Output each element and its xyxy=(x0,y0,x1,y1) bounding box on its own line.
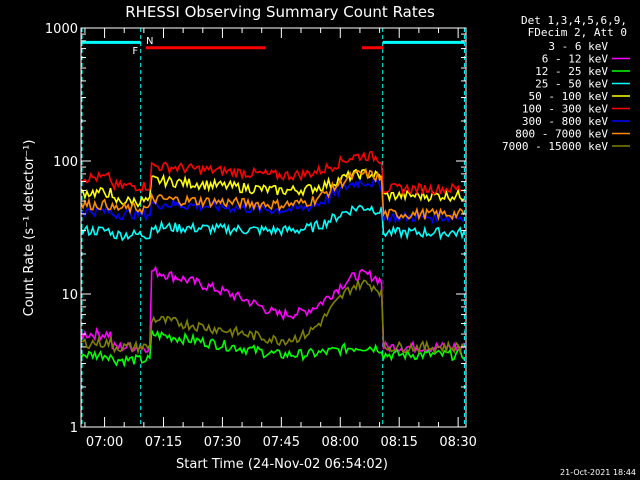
legend-label: 100 - 300 keV xyxy=(522,103,608,116)
x-tick-label: 07:00 xyxy=(86,435,123,450)
x-tick-label: 07:30 xyxy=(204,435,241,450)
x-tick-label: 07:15 xyxy=(145,435,182,450)
x-tick-label: 08:30 xyxy=(439,435,476,450)
x-tick-label: 08:00 xyxy=(322,435,359,450)
y-tick-label: 100 xyxy=(53,155,78,170)
legend-label: 7000 - 15000 keV xyxy=(502,140,608,153)
night-flag: N xyxy=(146,36,153,47)
x-axis-label: Start Time (24-Nov-02 06:54:02) xyxy=(176,457,388,472)
legend-label: 12 - 25 keV xyxy=(535,65,608,78)
y-tick-label: 1000 xyxy=(45,22,78,37)
legend-label: 300 - 800 keV xyxy=(522,115,608,128)
series-line xyxy=(80,204,465,242)
flare-flag: F xyxy=(132,46,138,57)
series-line xyxy=(80,150,465,197)
legend-label: 50 - 100 keV xyxy=(529,90,609,103)
legend-header: Det 1,3,4,5,6,9, xyxy=(521,14,627,27)
plot-series xyxy=(80,150,465,369)
y-tick-label: 1 xyxy=(70,421,78,436)
chart-title: RHESSI Observing Summary Count Rates xyxy=(125,3,435,21)
series-line xyxy=(80,265,465,354)
footer-timestamp: 21-Oct-2021 18:44 xyxy=(560,468,636,477)
y-tick-label: 10 xyxy=(61,288,78,303)
series-line xyxy=(80,177,465,225)
legend-label: 800 - 7000 keV xyxy=(515,128,608,141)
legend-label: 25 - 50 keV xyxy=(535,78,608,91)
series-line xyxy=(80,227,465,342)
x-tick-label: 08:15 xyxy=(380,435,417,450)
chart-legend: Det 1,3,4,5,6,9,FDecim 2, Att 03 - 6 keV… xyxy=(502,14,630,153)
plot-frame xyxy=(80,27,467,428)
x-tick-label: 07:45 xyxy=(263,435,300,450)
series-line xyxy=(80,168,465,208)
legend-label: 6 - 12 keV xyxy=(542,53,609,66)
legend-header: FDecim 2, Att 0 xyxy=(528,26,627,39)
series-line xyxy=(80,279,465,355)
series-line xyxy=(80,167,465,222)
series-line xyxy=(80,329,465,369)
x-axis: 07:00 07:15 07:30 07:45 08:00 08:15 08:30 xyxy=(84,28,477,450)
legend-label: 3 - 6 keV xyxy=(548,40,608,53)
y-axis-label: Count Rate (s⁻¹ detector⁻¹) xyxy=(22,140,37,317)
